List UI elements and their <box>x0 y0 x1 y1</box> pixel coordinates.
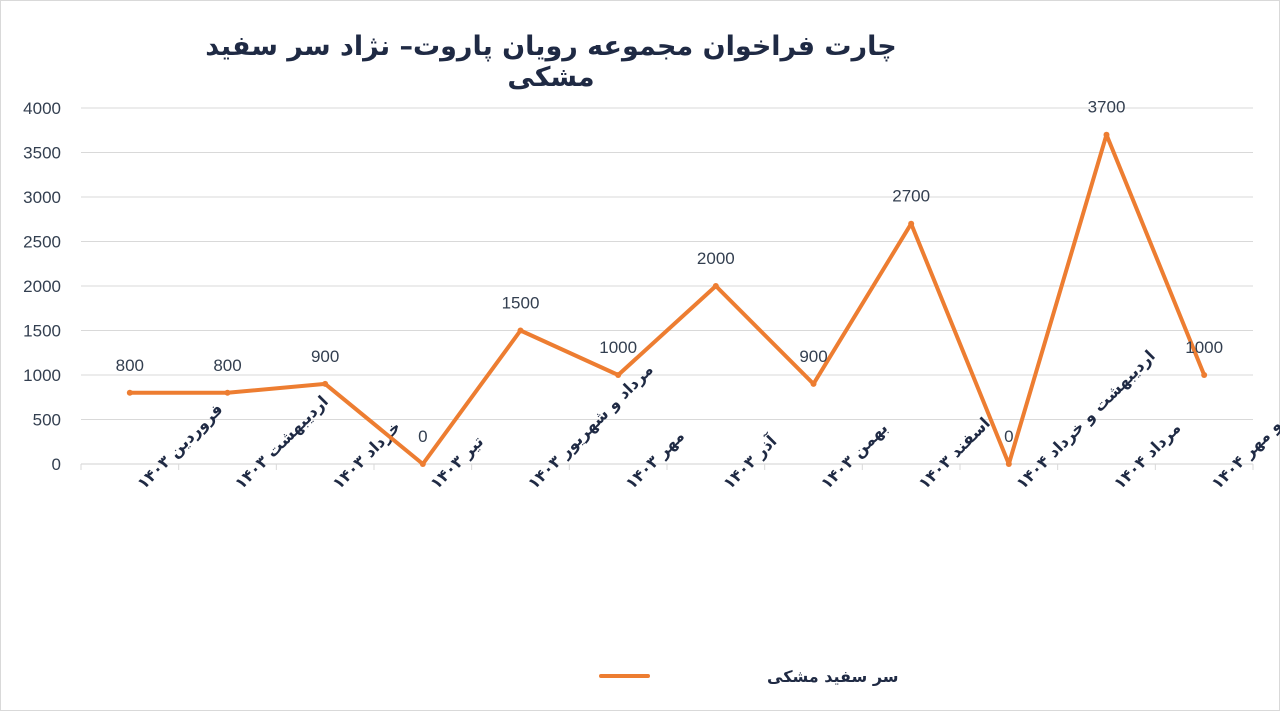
data-label: 2000 <box>697 249 735 268</box>
legend-label: سر سفید مشکی <box>767 667 899 686</box>
x-tick-label: شهریور و مهر ۱۴۰۴ <box>1208 368 1280 493</box>
x-axis <box>80 463 1254 470</box>
data-point <box>517 327 524 334</box>
data-label: 3700 <box>1088 98 1126 117</box>
data-label: 900 <box>799 347 827 366</box>
data-point <box>224 389 231 396</box>
data-label: 800 <box>116 356 144 375</box>
y-axis-ticks: 0 500 1000 1500 2000 2500 3000 3500 4000 <box>23 99 61 474</box>
x-tick-label: آذر ۱۴۰۳ <box>719 431 781 493</box>
gridlines <box>81 107 1253 420</box>
y-tick-label: 2500 <box>23 233 61 252</box>
data-label: 0 <box>1004 427 1013 446</box>
data-point <box>615 372 622 378</box>
x-tick-label: مهر ۱۴۰۳ <box>622 426 689 493</box>
data-point <box>1005 461 1012 467</box>
y-tick-label: 0 <box>52 455 61 474</box>
data-point <box>126 389 133 396</box>
series-line <box>127 132 1207 466</box>
data-point <box>908 220 915 227</box>
x-tick-label: فروردین ۱۴۰۳ <box>133 400 226 493</box>
x-tick-label: تیر ۱۴۰۳ <box>426 432 487 493</box>
data-labels: 800 800 900 0 1500 1000 2000 900 2700 0 3700 1000 <box>116 98 1223 446</box>
data-point <box>712 283 719 289</box>
x-tick-label: خرداد ۱۴۰۳ <box>329 417 405 493</box>
data-label: 0 <box>418 427 427 446</box>
x-tick-label: اردیبهشت ۱۴۰۳ <box>231 392 332 493</box>
data-label: 1000 <box>1185 338 1223 357</box>
chart-title: چارت فراخوان مجموعه رویان پاروت– نژاد سر… <box>205 31 897 93</box>
series-layer <box>126 131 1208 467</box>
x-tick-label: بهمن ۱۴۰۳ <box>817 418 891 492</box>
data-label: 900 <box>311 347 339 366</box>
y-tick-label: 2000 <box>23 277 61 296</box>
x-tick-label: مرداد ۱۴۰۴ <box>1110 418 1185 493</box>
data-point <box>1103 131 1110 138</box>
y-tick-label: 500 <box>33 411 61 430</box>
data-point <box>1201 372 1208 378</box>
y-tick-label: 3000 <box>23 188 61 207</box>
data-point <box>810 380 817 387</box>
data-label: 800 <box>213 356 241 375</box>
x-tick-label: اسفند ۱۴۰۳ <box>915 414 994 493</box>
data-label: 2700 <box>892 187 930 206</box>
y-tick-label: 3500 <box>23 144 61 163</box>
y-tick-label: 4000 <box>23 99 61 118</box>
data-label: 1500 <box>502 294 540 313</box>
y-tick-label: 1000 <box>23 366 61 385</box>
y-tick-label: 1500 <box>23 322 61 341</box>
data-point <box>322 380 329 387</box>
data-point <box>419 461 426 467</box>
legend: سر سفید مشکی <box>599 667 899 686</box>
data-label: 1000 <box>599 338 637 357</box>
